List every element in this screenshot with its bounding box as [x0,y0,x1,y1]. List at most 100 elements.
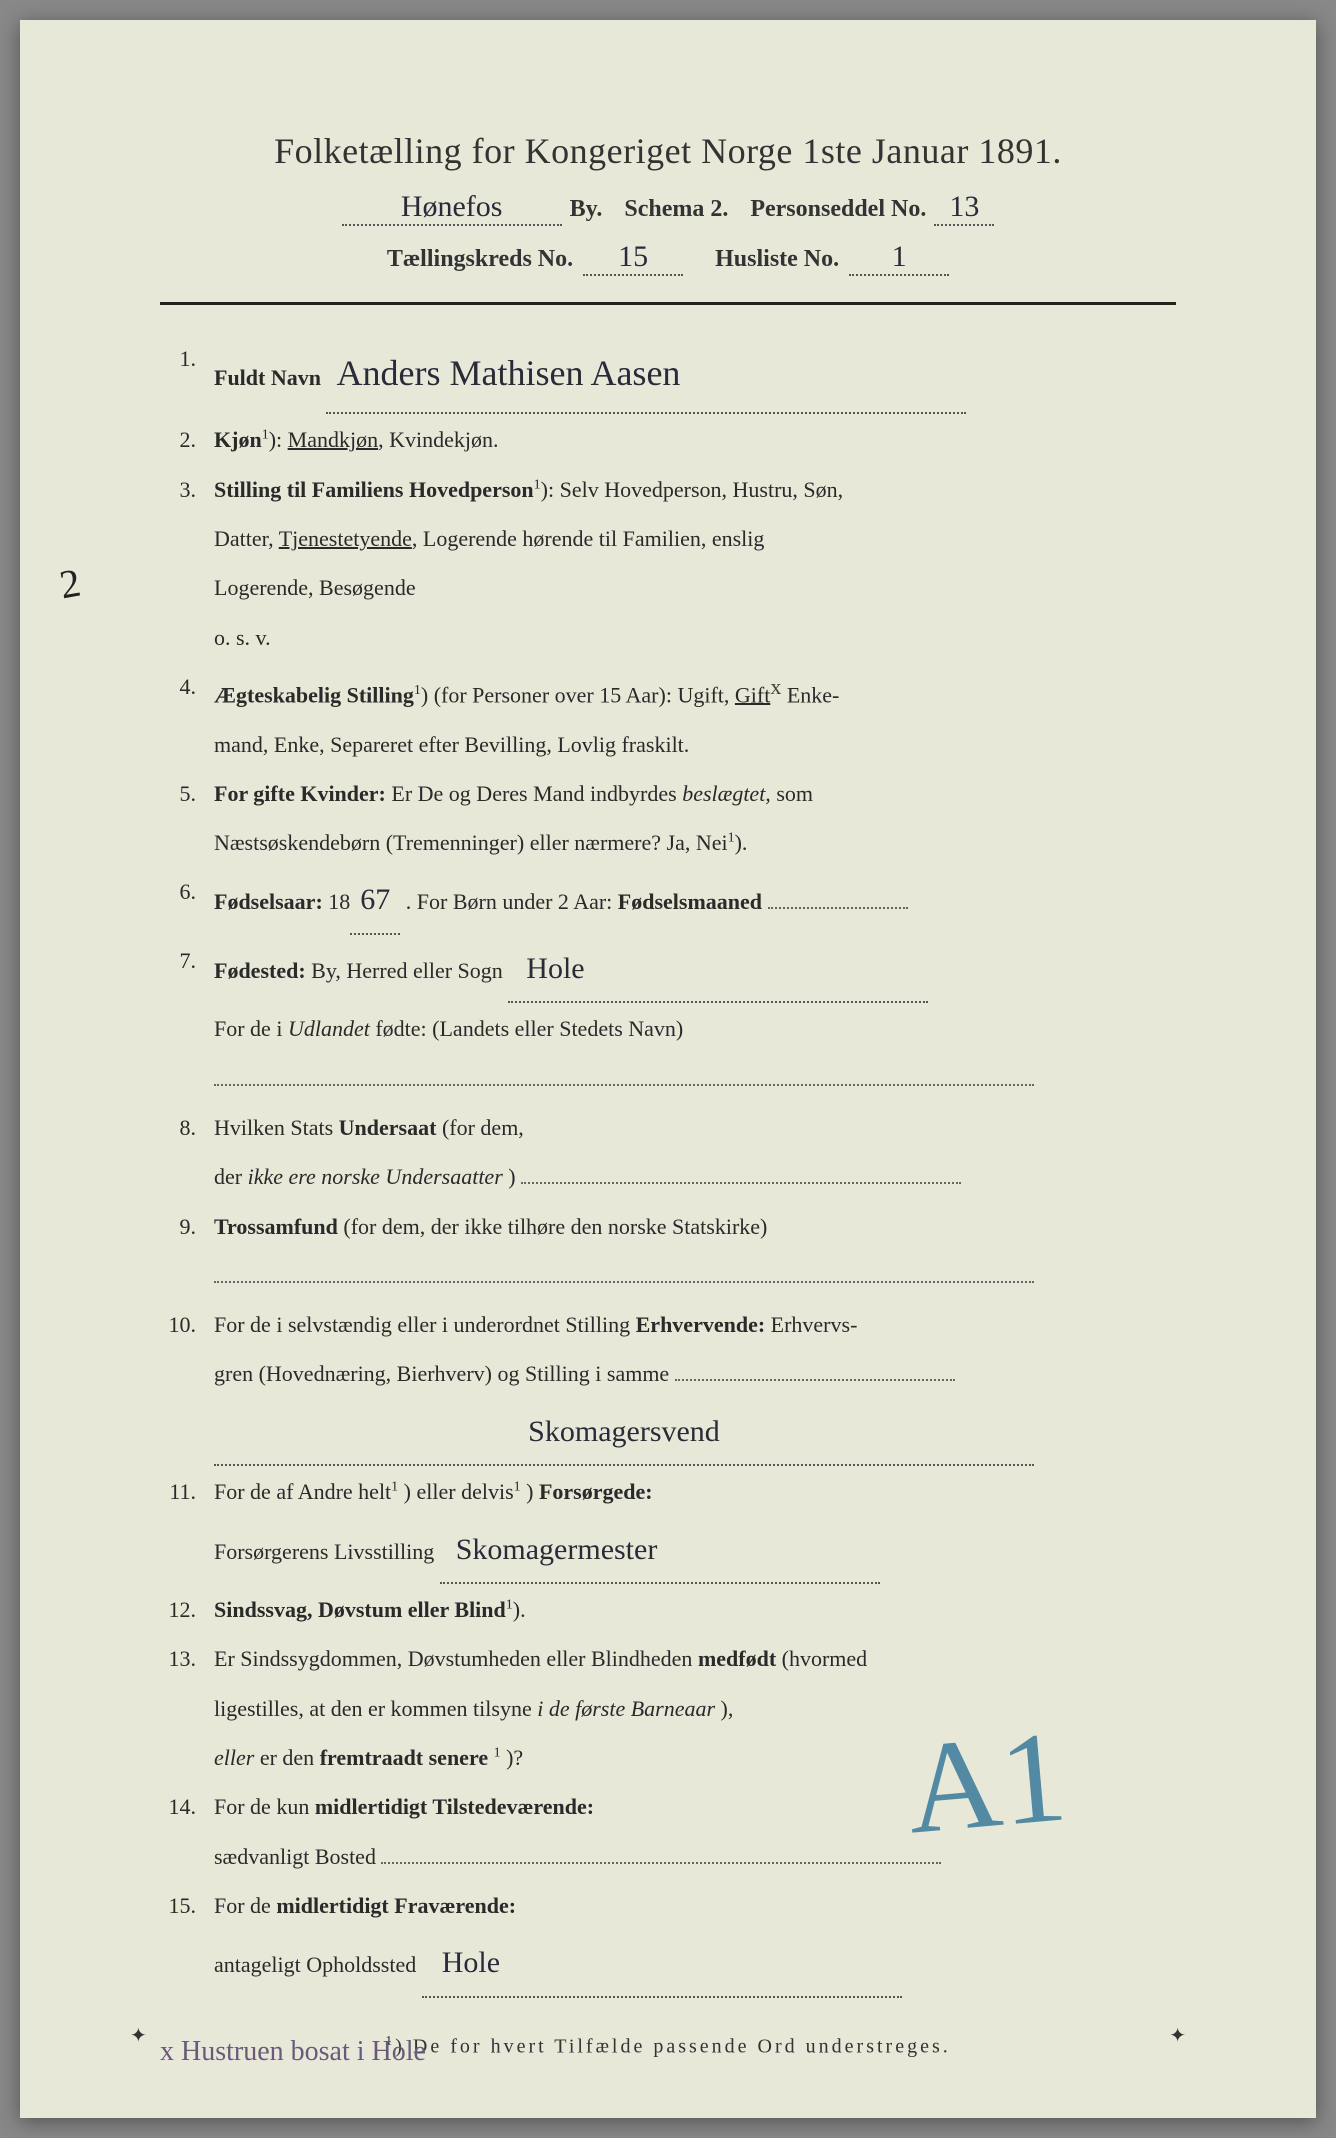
item-7-line2: For de i Udlandet fødte: (Landets eller … [160,1005,1176,1052]
header-line-3: Tællingskreds No. 15 Husliste No. 1 [160,240,1176,276]
schema-label: Schema 2. [624,196,728,223]
i11-l1a: For de af Andre helt [214,1479,391,1504]
item-11-line2: Forsørgerens Livsstilling Skomagermester [160,1518,1176,1585]
header-line-2: Hønefos By. Schema 2. Personseddel No. 1… [160,190,1176,226]
i13-l2a: ligestilles, at den er kommen tilsyne [214,1696,537,1721]
corner-mark-br: ✦ [1169,2023,1186,2048]
i15-line2: antageligt Opholdssted [214,1952,416,1977]
i11-line2: Forsørgerens Livsstilling [214,1539,434,1564]
occ-blank-1 [675,1379,955,1381]
i7-l2i: Udlandet [288,1016,370,1041]
item-3-line2: Datter, Tjenestetyende, Logerende hørend… [160,515,1176,562]
item-label: Trossamfund [214,1214,338,1239]
provider-field: Skomagermester [440,1518,880,1585]
i7-l2a: For de i [214,1016,288,1041]
item-7-birthplace: 7. Fødested: By, Herred eller Sogn Hole [160,937,1176,1004]
item-number: 2. [160,416,214,463]
i13-l1b: (hvormed [782,1646,868,1671]
by-label: By. [570,196,603,223]
item-6-birthyear: 6. Fødselsaar: 1867 . For Børn under 2 A… [160,868,1176,935]
marital-text-1a: (for Personer over 15 Aar): Ugift, [434,682,735,707]
usual-residence-field [381,1862,941,1864]
marital-selected: Gift [735,682,770,707]
i8-l2i: ikke ere norske Undersaatter [248,1164,503,1189]
i11-l1c: ) [526,1479,539,1504]
sup-ref: 1 [262,428,269,443]
form-header: Folketælling for Kongeriget Norge 1ste J… [160,130,1176,276]
item-label: Kjøn [214,427,262,452]
item-number: 14. [160,1783,214,1830]
husliste-label: Husliste No. [715,246,839,273]
item-label: Fuldt Navn [214,365,321,390]
person-no-field: 13 [934,190,994,226]
i13-l3a: eller [214,1745,254,1770]
item-3-line4: o. s. v. [160,614,1176,661]
item-8-citizenship: 8. Hvilken Stats Undersaat (for dem, [160,1104,1176,1151]
i7-l2b: fødte: (Landets eller Stedets Navn) [375,1016,683,1041]
item-number: 13. [160,1635,214,1682]
birthyear-field: 67 [350,868,400,935]
birthmonth-field [768,907,908,909]
sup-ref: 1 [728,831,735,846]
person-label: Personseddel No. [750,196,926,223]
item-4-line2: mand, Enke, Separeret efter Bevilling, L… [160,721,1176,768]
i13-l1a: Er Sindssygdommen, Døvstumheden eller Bl… [214,1646,698,1671]
item-label: Stilling til Familiens Hovedperson [214,477,534,502]
item-number: 8. [160,1104,214,1151]
i8-l1a: Hvilken Stats [214,1115,339,1140]
item-label: medfødt [698,1646,776,1671]
i8-l2a: der [214,1164,248,1189]
item-9-religion: 9. Trossamfund (for dem, der ikke tilhør… [160,1203,1176,1250]
form-title: Folketælling for Kongeriget Norge 1ste J… [160,130,1176,172]
item-label-2: fremtraadt senere [320,1745,488,1770]
item-label: Undersaat [339,1115,437,1140]
i8-l1b: (for dem, [442,1115,524,1140]
sup-ref: 1 [534,477,541,492]
i15-l1a: For de [214,1893,276,1918]
i5-line2: Næstsøskendebørn (Tremenninger) eller næ… [214,830,728,855]
sup-ref: 1 [506,1598,513,1613]
i5-text-1: Er De og Deres Mand indbyrdes [391,781,682,806]
item-11-provider: 11. For de af Andre helt1 ) eller delvis… [160,1468,1176,1515]
sup-ref: 1 [391,1480,398,1495]
item-label: Erhvervende: [636,1312,766,1337]
item-1-name: 1. Fuldt Navn Anders Mathisen Aasen [160,335,1176,414]
item-3-relation: 3. Stilling til Familiens Hovedperson1):… [160,466,1176,513]
i8-l2b: ) [508,1164,515,1189]
sup-ref: 1 [494,1746,501,1761]
fullname-field: Anders Mathisen Aasen [326,335,966,414]
i10-l1b: Erhvervs- [771,1312,858,1337]
item-2-gender: 2. Kjøn1): Mandkjøn, Kvindekjøn. [160,416,1176,463]
relation-opts-1: Selv Hovedperson, Hustru, Søn, [560,477,844,502]
item-number: 6. [160,868,214,915]
foreign-birth-field [214,1084,1034,1086]
item-9-blank [160,1252,1176,1299]
item-label: Fødested: [214,958,306,983]
sup-ref: 1 [514,1480,521,1495]
kreds-no-field: 15 [583,240,683,276]
year-prefix: 18 [328,889,350,914]
bottom-handwritten-note: x Hustruen bosat i Hole [160,2036,426,2068]
item-label: Sindssvag, Døvstum eller Blind [214,1597,506,1622]
i10-line2: gren (Hovednæring, Bierhverv) og Stillin… [214,1361,669,1386]
item-7-blank [160,1055,1176,1102]
i12-end: ). [513,1597,526,1622]
item-label: midlertidigt Tilstedeværende: [315,1794,594,1819]
relation-selected: Tjenestetyende [279,526,412,551]
item-number: 10. [160,1301,214,1348]
item-10-value: Skomagersvend [160,1400,1176,1467]
item-15-line2: antageligt Opholdssted Hole [160,1931,1176,1998]
marital-text-1c: Enke- [787,682,840,707]
i9-rest: (for dem, der ikke tilhøre den norske St… [343,1214,767,1239]
item-label: Fødselsaar: [214,889,323,914]
item-3-line3: Logerende, Besøgende [160,564,1176,611]
occupation-field: Skomagersvend [214,1400,1034,1467]
divider-rule [160,302,1176,305]
item-number: 7. [160,937,214,984]
item-8-line2: der ikke ere norske Undersaatter ) [160,1153,1176,1200]
item-number: 15. [160,1882,214,1929]
i5-italic: beslægtet, [682,781,771,806]
item-label: Forsørgede: [539,1479,653,1504]
i11-l1b: ) eller delvis [404,1479,514,1504]
item-number: 9. [160,1203,214,1250]
